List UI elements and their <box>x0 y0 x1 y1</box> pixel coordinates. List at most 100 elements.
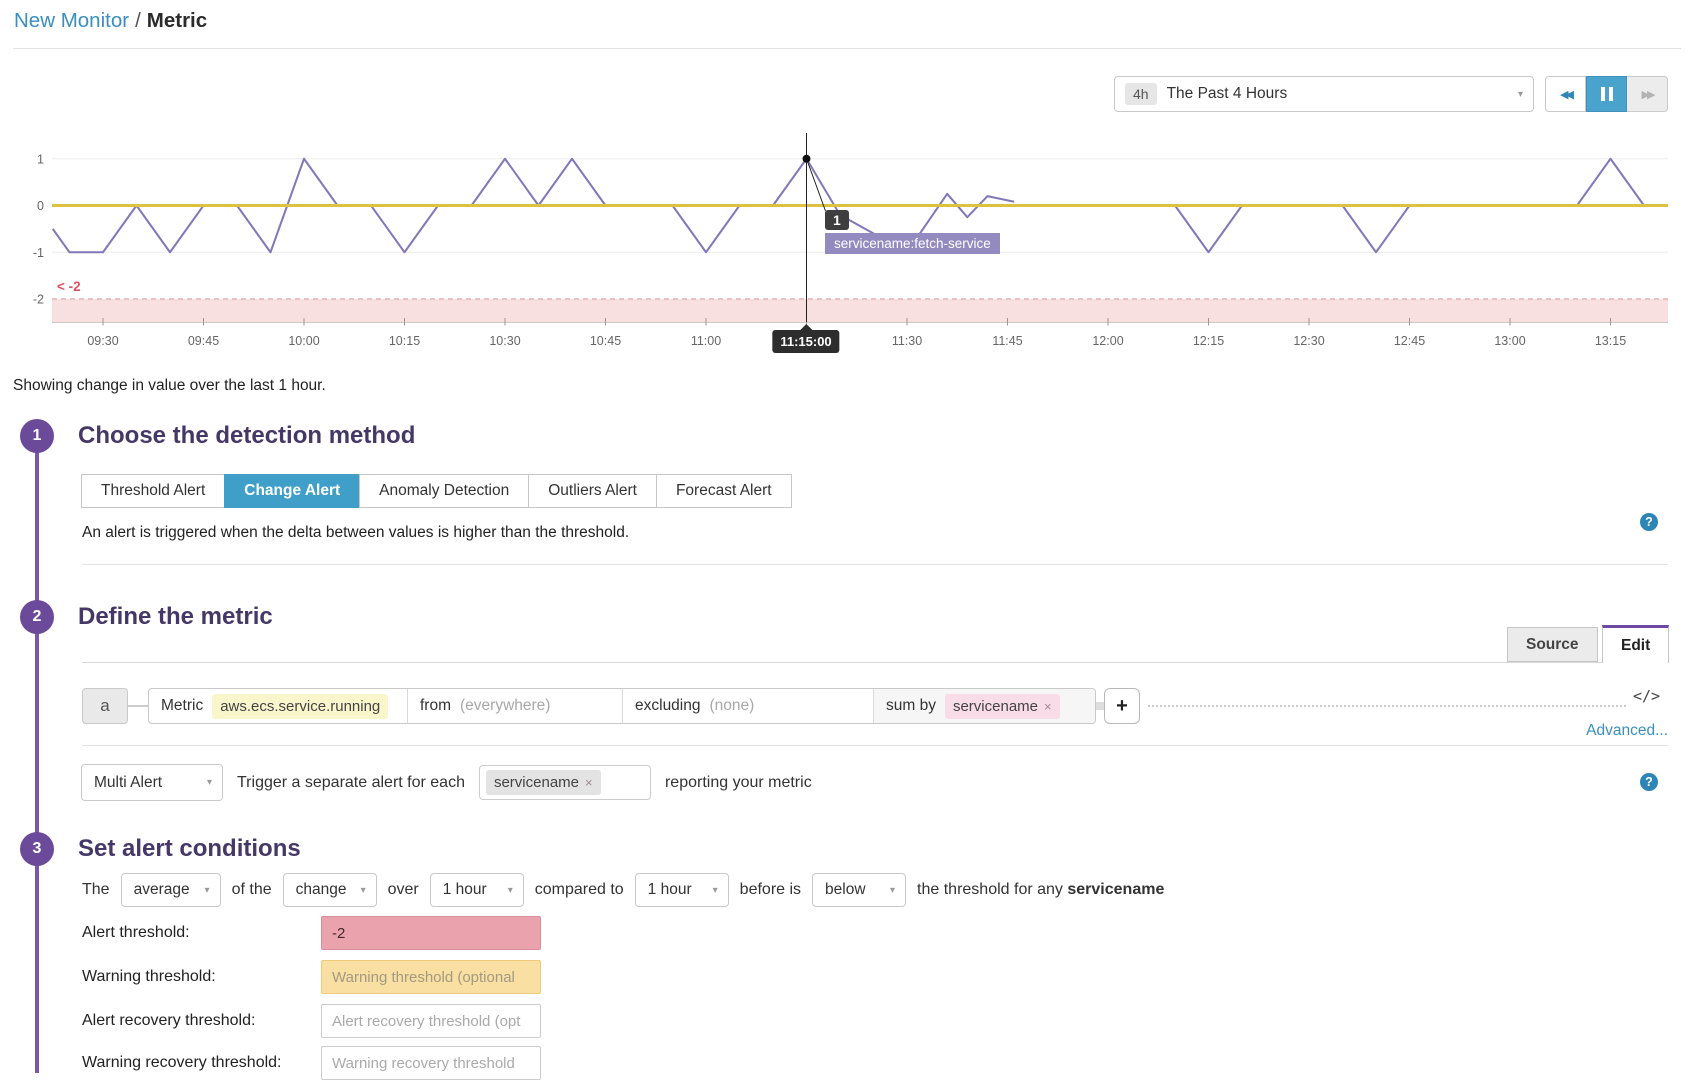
multi-alert-text-after: reporting your metric <box>664 773 812 791</box>
alert-threshold-input[interactable] <box>321 916 541 950</box>
breadcrumb-separator: / <box>135 9 141 32</box>
help-icon[interactable]: ? <box>1640 513 1658 531</box>
alert-grouping-row: Multi Alert ▾ Trigger a separate alert f… <box>81 764 826 801</box>
add-query-button[interactable]: + <box>1104 688 1140 724</box>
svg-text:-1: -1 <box>33 246 44 260</box>
excluding-label: excluding <box>635 697 701 714</box>
alert-threshold-row: Alert threshold: <box>82 916 541 950</box>
excluding-value: (none) <box>709 697 755 714</box>
from-segment[interactable]: from (everywhere) <box>407 689 622 723</box>
svg-text:12:45: 12:45 <box>1394 334 1425 348</box>
step-3-badge: 3 <box>20 832 54 866</box>
tab-forecast-alert[interactable]: Forecast Alert <box>655 474 792 508</box>
svg-text:1: 1 <box>37 152 44 166</box>
tab-outliers-alert[interactable]: Outliers Alert <box>528 474 657 508</box>
metric-value-chip[interactable]: aws.ecs.service.running <box>212 693 389 719</box>
svg-text:13:15: 13:15 <box>1595 334 1626 348</box>
svg-text:10:15: 10:15 <box>389 334 420 348</box>
query-connector <box>128 705 148 707</box>
tab-edit[interactable]: Edit <box>1602 625 1670 663</box>
baseline-dropdown[interactable]: 1 hour ▾ <box>634 873 729 907</box>
metric-segment[interactable]: Metric aws.ecs.service.running <box>149 689 407 723</box>
time-range-badge: 4h <box>1125 83 1157 105</box>
operator-dropdown[interactable]: below ▾ <box>812 873 907 907</box>
window-dropdown[interactable]: 1 hour ▾ <box>429 873 524 907</box>
tab-change-alert[interactable]: Change Alert <box>224 474 361 508</box>
alert-threshold-label: Alert threshold: <box>82 924 190 941</box>
cond-of-the: of the <box>231 881 272 898</box>
detection-method-tabs: Threshold Alert Change Alert Anomaly Det… <box>81 474 792 508</box>
warning-recovery-threshold-label: Warning recovery threshold: <box>82 1054 282 1071</box>
metric-preview-chart[interactable]: 09:30 09:45 10:00 10:15 10:30 10:45 11:00 11:30… <box>0 0 1694 365</box>
sum-by-segment[interactable]: sum by servicename × <box>873 689 1095 723</box>
cond-before-is: before is <box>739 881 802 898</box>
pause-button[interactable] <box>1586 76 1627 112</box>
help-icon[interactable]: ? <box>1640 773 1658 791</box>
chevron-down-icon: ▾ <box>360 884 366 896</box>
editor-tabs-underline <box>82 662 1668 663</box>
group-by-input[interactable]: servicename × <box>478 765 651 800</box>
step-1-title: Choose the detection method <box>78 422 416 449</box>
time-range-label: The Past 4 Hours <box>1166 85 1288 102</box>
svg-text:10:00: 10:00 <box>288 334 319 348</box>
playback-controls: ◀◀ ▶▶ <box>1545 76 1668 112</box>
alert-type-dropdown[interactable]: Multi Alert ▾ <box>81 764 223 801</box>
rewind-button[interactable]: ◀◀ <box>1545 76 1586 112</box>
group-tag-chip[interactable]: servicename × <box>485 770 601 795</box>
section-divider-2 <box>82 745 1668 746</box>
remove-tag-icon[interactable]: × <box>1044 698 1052 714</box>
svg-text:0: 0 <box>37 199 44 213</box>
svg-text:12:15: 12:15 <box>1193 334 1224 348</box>
rewind-icon: ◀◀ <box>1560 88 1574 101</box>
cond-over: over <box>387 881 419 898</box>
step-2-badge: 2 <box>20 600 54 634</box>
alert-recovery-threshold-row: Alert recovery threshold: <box>82 1004 541 1038</box>
tab-anomaly-detection[interactable]: Anomaly Detection <box>359 474 530 508</box>
cursor-time-badge: 11:15:00 <box>772 324 840 353</box>
svg-text:11:00: 11:00 <box>691 334 721 348</box>
breadcrumb-parent-link[interactable]: New Monitor <box>14 9 130 32</box>
svg-text:11:30: 11:30 <box>892 334 922 348</box>
step-1-badge: 1 <box>20 419 54 453</box>
warning-threshold-input[interactable] <box>321 960 541 994</box>
section-divider <box>82 564 1668 565</box>
svg-text:10:45: 10:45 <box>590 334 621 348</box>
header-divider <box>13 48 1681 49</box>
warning-threshold-label: Warning threshold: <box>82 968 216 985</box>
from-label: from <box>420 697 451 714</box>
svg-text:< -2: < -2 <box>57 279 81 294</box>
svg-text:12:30: 12:30 <box>1293 334 1324 348</box>
tab-threshold-alert[interactable]: Threshold Alert <box>81 474 226 508</box>
warning-recovery-threshold-input[interactable] <box>321 1046 541 1080</box>
step-rail <box>35 436 39 1073</box>
sum-by-label: sum by <box>886 697 936 714</box>
code-icon[interactable]: </> <box>1633 687 1661 705</box>
forward-button[interactable]: ▶▶ <box>1627 76 1668 112</box>
alert-conditions-row: The average ▾ of the change ▾ over 1 hour ▾… <box>82 873 1164 907</box>
warning-recovery-threshold-row: Warning recovery threshold: <box>82 1046 541 1080</box>
query-letter-button[interactable]: a <box>82 688 128 724</box>
svg-text:-2: -2 <box>33 293 44 307</box>
pause-icon <box>1600 87 1605 101</box>
chevron-down-icon: ▾ <box>890 884 896 896</box>
step-2-title: Define the metric <box>78 603 273 630</box>
step-3-title: Set alert conditions <box>78 835 301 862</box>
metric-query-editor: Metric aws.ecs.service.running from (eve… <box>148 688 1096 724</box>
remove-tag-icon[interactable]: × <box>585 775 593 790</box>
advanced-link[interactable]: Advanced... <box>1586 722 1668 739</box>
svg-text:09:30: 09:30 <box>87 334 118 348</box>
svg-text:13:00: 13:00 <box>1494 334 1525 348</box>
alert-recovery-threshold-input[interactable] <box>321 1004 541 1038</box>
svg-text:12:00: 12:00 <box>1092 334 1123 348</box>
tab-source[interactable]: Source <box>1507 627 1598 662</box>
change-method-dropdown[interactable]: change ▾ <box>282 873 377 907</box>
aggregation-dropdown[interactable]: average ▾ <box>120 873 221 907</box>
chevron-down-icon: ▾ <box>507 884 513 896</box>
excluding-segment[interactable]: excluding (none) <box>622 689 873 723</box>
group-name: servicename <box>1067 881 1165 898</box>
detection-description: An alert is triggered when the delta bet… <box>82 524 630 541</box>
multi-alert-text-before: Trigger a separate alert for each <box>237 773 465 791</box>
sum-by-tag-chip[interactable]: servicename × <box>944 693 1060 719</box>
metric-label: Metric <box>161 697 204 714</box>
time-range-selector[interactable]: 4h The Past 4 Hours ▾ <box>1114 76 1534 112</box>
